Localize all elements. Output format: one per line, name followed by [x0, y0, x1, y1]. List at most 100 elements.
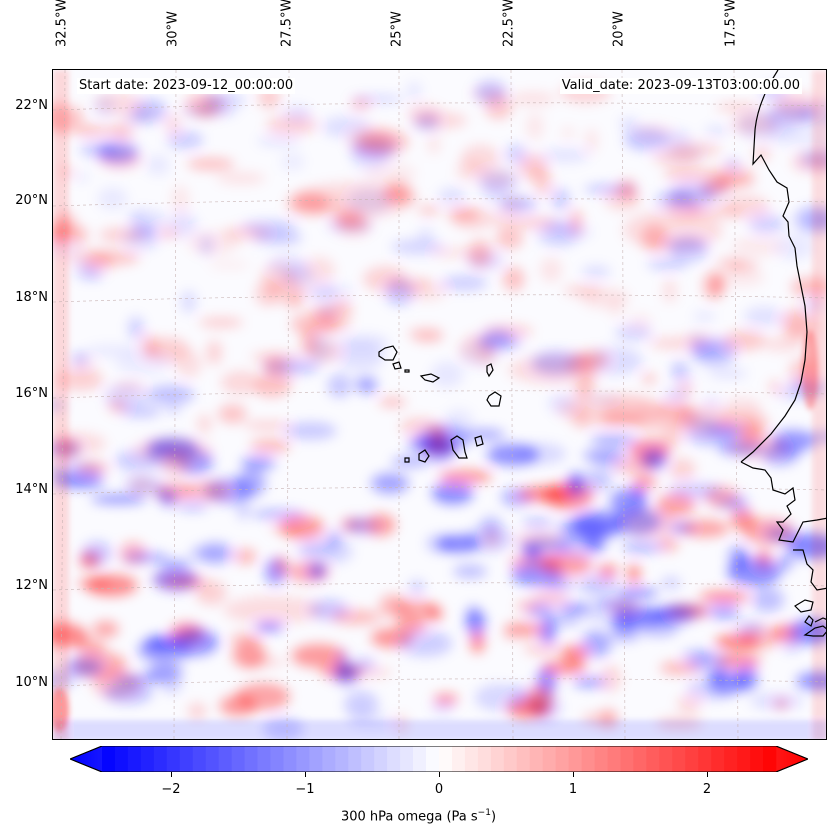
omega-cell [406, 81, 422, 100]
omega-cell [399, 417, 440, 436]
omega-cell [609, 297, 623, 319]
omega-cell [614, 325, 652, 341]
colorbar-step [400, 746, 414, 772]
colorbar-step [283, 746, 297, 772]
omega-cell [223, 596, 323, 624]
omega-cell [431, 482, 474, 505]
colorbar-step [296, 746, 310, 772]
omega-cell [134, 98, 167, 123]
map-canvas[interactable] [53, 70, 827, 740]
cb-tick-label-m2: −2 [161, 782, 181, 797]
omega-cell [336, 334, 390, 352]
omega-cell [557, 517, 611, 541]
omega-cell [365, 513, 396, 536]
colorbar-step [270, 746, 284, 772]
map-panel[interactable] [52, 69, 827, 740]
omega-cell [438, 469, 492, 484]
omega-cell [255, 622, 284, 632]
colorbar-step [439, 746, 453, 772]
omega-cell [275, 555, 289, 575]
omega-cell [241, 456, 276, 471]
omega-cell [242, 220, 298, 233]
omega-cell [492, 210, 518, 229]
omega-cell [396, 613, 427, 634]
omega-cell [470, 87, 507, 102]
omega-cell [302, 256, 336, 284]
omega-cell [309, 284, 337, 301]
omega-cell [167, 131, 204, 149]
omega-cell [561, 645, 588, 664]
colorbar-step [127, 746, 142, 772]
lat-label-22n: 22°N [15, 98, 48, 113]
omega-cell [719, 412, 770, 433]
cb-tick-label-0: 0 [434, 782, 444, 797]
omega-cell [180, 290, 197, 314]
colorbar-step [529, 746, 543, 772]
colorbar-step [516, 746, 531, 772]
omega-cell [537, 220, 580, 247]
omega-cell [582, 450, 627, 461]
omega-cell [498, 196, 538, 213]
colorbar-step [763, 746, 777, 772]
colorbar-step [192, 746, 206, 772]
omega-cell [563, 285, 602, 296]
omega-cell [347, 127, 394, 152]
omega-cell [614, 458, 656, 474]
omega-cell [744, 306, 784, 327]
colorbar-step [685, 746, 699, 772]
omega-cell [751, 587, 785, 613]
omega-cell [77, 462, 109, 474]
omega-cell [715, 103, 760, 112]
colorbar-step [309, 746, 323, 772]
omega-cell [426, 605, 443, 622]
omega-cell [597, 564, 618, 578]
omega-field [53, 80, 826, 739]
omega-cell [64, 657, 104, 677]
omega-cell [430, 361, 464, 388]
omega-cell [764, 526, 796, 540]
colorbar-step [477, 746, 492, 772]
omega-cell [662, 278, 677, 303]
omega-cell [519, 154, 547, 180]
omega-cell [391, 239, 444, 255]
omega-cell [413, 332, 444, 343]
colorbar-step [737, 746, 751, 772]
omega-cell [159, 559, 192, 568]
omega-cell [503, 623, 516, 640]
omega-cell [711, 670, 729, 681]
colorbar-step [166, 746, 181, 772]
colorbar-step [464, 746, 479, 772]
omega-cell [539, 619, 557, 644]
omega-cell [351, 146, 389, 172]
omega-cell [722, 330, 766, 351]
omega-cell [634, 124, 675, 139]
lat-label-10n: 10°N [15, 675, 48, 690]
colorbar-step [503, 746, 518, 772]
omega-cell [183, 481, 231, 500]
omega-cell [252, 510, 305, 519]
cb-tick-label-m1: −1 [295, 782, 315, 797]
omega-cell [309, 305, 355, 317]
omega-cell [293, 182, 413, 218]
cb-tickmark-1 [573, 772, 574, 777]
omega-cell [133, 438, 213, 462]
omega-cell [539, 257, 563, 283]
colorbar-step [555, 746, 569, 772]
coastline [740, 70, 826, 637]
omega-cell [480, 169, 515, 187]
colorbar-step [413, 746, 427, 772]
omega-cell [130, 209, 145, 225]
omega-cell [146, 385, 195, 405]
cape-verde-islands [378, 345, 502, 463]
omega-cell [204, 93, 231, 110]
omega-cell [699, 590, 750, 603]
omega-cell [218, 404, 247, 424]
omega-cell [581, 265, 611, 278]
lat-label-12n: 12°N [15, 578, 48, 593]
omega-cell [104, 384, 147, 409]
valid-date-label: Valid_date: 2023-09-13T03:00:00.00 [559, 78, 802, 94]
omega-cell [171, 185, 190, 214]
omega-cell [82, 541, 112, 565]
colorbar-step [231, 746, 245, 772]
colorbar-step [724, 746, 738, 772]
